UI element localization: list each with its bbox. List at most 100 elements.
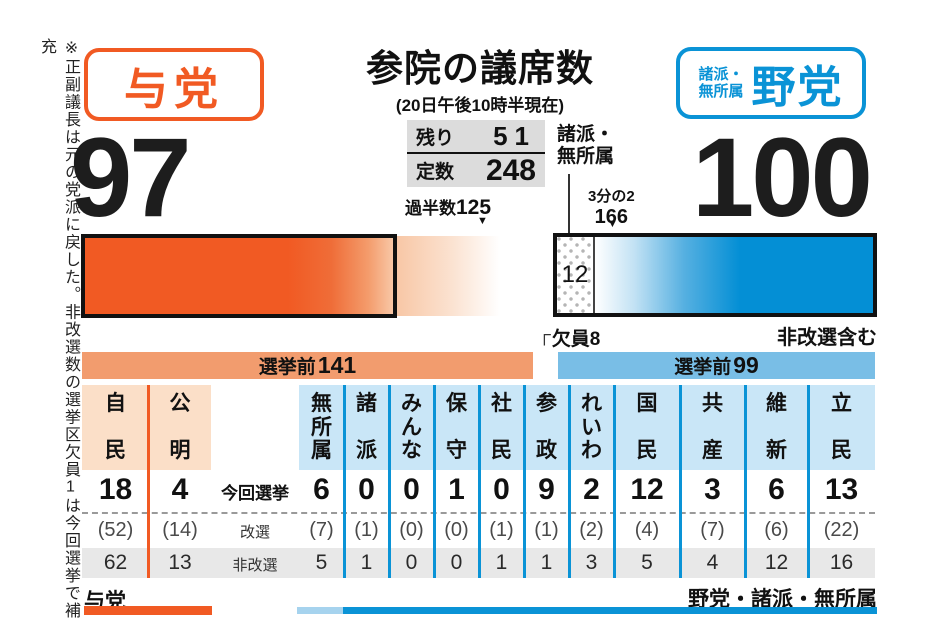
opposition-badge-label: 野党	[751, 63, 844, 112]
others-segment-value: 12	[561, 261, 589, 288]
seats-uncontested: 5	[315, 551, 328, 574]
seats-contested: (0)	[444, 518, 469, 541]
seats-contested: (6)	[764, 518, 789, 541]
bottom-opposition-underline	[297, 607, 877, 614]
pre-election-opposition-band: 選挙前 99	[558, 352, 875, 379]
seats-contested: (4)	[634, 518, 660, 541]
seats-current: 12	[630, 473, 664, 506]
column-divider	[388, 385, 391, 578]
ruling-seat-bar	[81, 234, 397, 318]
column-divider	[147, 385, 150, 578]
seats-current: 4	[171, 473, 189, 506]
others-pointer-line	[568, 174, 570, 233]
two-thirds-value: 166	[594, 206, 629, 228]
majority-arrow-icon: ▼	[477, 215, 488, 227]
party-name: 国民	[614, 385, 680, 470]
seats-contested: (1)	[354, 518, 379, 541]
party-name: 社民	[479, 385, 524, 470]
party-name: みんな	[389, 385, 434, 470]
seats-uncontested: 1	[360, 551, 373, 574]
party-name: 維新	[745, 385, 808, 470]
seats-current: 1	[448, 473, 465, 506]
title-block: 参院の議席数 (20日午後10時半現在)	[330, 50, 630, 116]
column-divider	[343, 385, 346, 578]
capacity-value: 248	[485, 153, 536, 187]
seats-uncontested: 62	[103, 551, 128, 574]
seats-current: 9	[538, 473, 555, 506]
bottom-ruling-underline	[84, 606, 212, 615]
party-column-minna: みんな 0 (0) 0	[389, 385, 434, 578]
seats-stats-box: 残り 51 定数 248	[407, 120, 545, 187]
remaining-label: 残り	[416, 127, 455, 149]
vacancy-note: ┌ 欠員8	[538, 324, 600, 351]
capacity-label: 定数	[416, 162, 455, 183]
opposition-badge-sub: 諸派・ 無所属	[698, 66, 744, 100]
party-column-komei: 公明 4 (14) 13	[149, 385, 211, 578]
pre-election-ruling-band: 選挙前 141	[82, 352, 533, 379]
seats-uncontested: 12	[764, 551, 789, 574]
party-name: 諸派	[344, 385, 389, 470]
column-divider	[523, 385, 526, 578]
column-divider	[433, 385, 436, 578]
seats-uncontested: 0	[450, 551, 463, 574]
party-column-rikken: 立民 13 (22) 16	[808, 385, 875, 578]
party-name: 保守	[434, 385, 479, 470]
seats-current: 6	[768, 473, 785, 506]
seats-current: 6	[313, 473, 330, 506]
seats-current: 0	[358, 473, 375, 506]
seats-uncontested: 5	[641, 551, 653, 574]
footnote-vertical: ※正副議長は元の党派に戻した。非改選数の選挙区欠員1は今回選挙で補充	[38, 38, 79, 620]
vacancy-label: 欠員8	[551, 329, 601, 350]
column-divider	[478, 385, 481, 578]
seats-contested: (52)	[97, 518, 134, 541]
seats-contested: (1)	[534, 518, 559, 541]
ruling-seat-count: 97	[70, 115, 192, 240]
two-thirds-label: 3分の2	[588, 188, 635, 205]
column-divider	[679, 385, 682, 578]
party-column-ishin: 維新 6 (6) 12	[745, 385, 808, 578]
seats-uncontested: 1	[495, 551, 508, 574]
seats-current: 2	[583, 473, 600, 506]
remaining-row: 残り 51	[407, 120, 545, 154]
party-column-mushozoku: 無所属 6 (7) 5	[299, 385, 344, 578]
seats-current: 3	[704, 473, 721, 506]
party-column-sansei: 参政 9 (1) 1	[524, 385, 569, 578]
party-name: 無所属	[299, 385, 344, 470]
ruling-party-badge: 与党	[84, 48, 264, 121]
party-name: 共産	[680, 385, 745, 470]
seats-uncontested: 13	[168, 551, 192, 574]
column-divider	[613, 385, 616, 578]
seats-contested: (14)	[162, 518, 198, 541]
party-column-kokumin: 国民 12 (4) 5	[614, 385, 680, 578]
page-title: 参院の議席数	[366, 48, 594, 89]
party-column-hoshu: 保守 1 (0) 0	[434, 385, 479, 578]
seats-contested: (7)	[309, 518, 334, 541]
two-thirds-arrow-icon: ▼	[607, 218, 618, 230]
remaining-value: 51	[493, 120, 536, 151]
two-thirds-marker: 3分の2 166	[588, 185, 635, 229]
party-name: 参政	[524, 385, 569, 470]
majority-marker: 過半数125	[405, 194, 491, 220]
party-name: れいわ	[569, 385, 614, 470]
seats-contested: (1)	[489, 518, 514, 541]
column-divider	[744, 385, 747, 578]
bottom-opposition-label: 野党・諸派・無所属	[688, 588, 877, 611]
seats-contested: (22)	[823, 518, 860, 541]
nonelected-note: 非改選含む	[777, 327, 877, 349]
party-name: 自民	[82, 385, 149, 470]
title-datetime: (20日午後10時半現在)	[395, 96, 565, 115]
ruling-badge-label: 与党	[124, 64, 224, 114]
seats-uncontested: 0	[405, 551, 418, 574]
seats-current: 0	[493, 473, 510, 506]
row-label-uncontested: 非改選	[232, 557, 278, 574]
seats-contested: (7)	[700, 518, 725, 541]
seats-uncontested: 3	[585, 551, 598, 574]
opposition-seat-count: 100	[692, 115, 873, 240]
column-divider	[568, 385, 571, 578]
seats-contested: (0)	[399, 518, 424, 541]
seats-current: 18	[98, 473, 133, 506]
party-column-jimin: 自民 18 (52) 62	[82, 385, 149, 578]
row-label-contested: 改選	[239, 524, 270, 541]
majority-value: 125	[456, 196, 492, 219]
